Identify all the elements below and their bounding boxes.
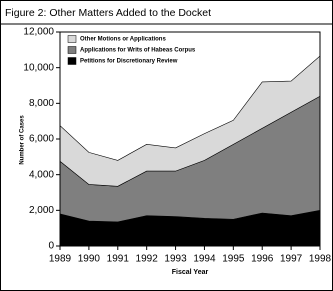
y-tick-label: 6,000: [29, 134, 54, 145]
x-tick-label: 1998: [309, 254, 332, 265]
y-tick-label: 12,000: [23, 27, 54, 38]
x-tick-label: 1993: [164, 254, 187, 265]
legend-swatch: [67, 35, 77, 43]
x-tick-label: 1990: [78, 254, 101, 265]
legend-label: Applications for Writs of Habeas Corpus: [80, 48, 196, 54]
chart-title: Figure 2: Other Matters Added to the Doc…: [5, 7, 211, 19]
x-tick-label: 1989: [49, 254, 72, 265]
x-tick-label: 1994: [193, 254, 216, 265]
legend-label: Petitions for Discretionary Review: [80, 59, 178, 65]
y-tick-label: 2,000: [29, 205, 54, 216]
legend-label: Other Motions or Applications: [80, 37, 166, 43]
x-tick-label: 1997: [280, 254, 303, 265]
y-tick-label: 4,000: [29, 169, 54, 180]
y-tick-label: 10,000: [23, 62, 54, 73]
x-axis-label: Fiscal Year: [172, 269, 209, 276]
x-tick-label: 1991: [107, 254, 130, 265]
legend-swatch: [67, 57, 77, 65]
y-tick-label: 0: [48, 241, 54, 252]
x-tick-label: 1996: [251, 254, 274, 265]
x-tick-label: 1992: [136, 254, 159, 265]
x-tick-label: 1995: [222, 254, 245, 265]
legend-swatch: [67, 46, 77, 54]
y-tick-label: 8,000: [29, 98, 54, 109]
y-axis-label: Number of Cases: [20, 115, 26, 165]
